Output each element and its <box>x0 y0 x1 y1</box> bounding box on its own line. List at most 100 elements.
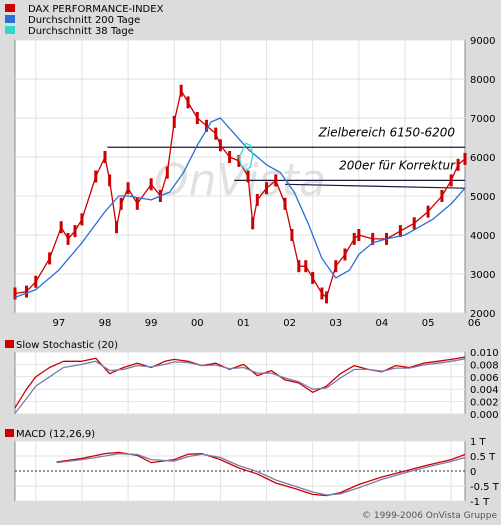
y-tick-label: 5000 <box>470 192 495 203</box>
price-candle <box>135 197 139 210</box>
price-candle <box>80 213 84 226</box>
price-series <box>13 84 467 304</box>
price-candle <box>119 197 123 210</box>
price-candle <box>246 170 250 183</box>
price-candle <box>13 287 17 300</box>
annotation-line <box>284 183 466 189</box>
price-candle <box>297 260 301 273</box>
macd-title: MACD (12,26,9) <box>16 429 95 440</box>
price-candle <box>205 119 209 132</box>
y-tick-label: 7000 <box>470 114 495 125</box>
price-plot-area <box>14 39 466 314</box>
price-candle <box>48 252 52 265</box>
price-candle <box>165 166 169 179</box>
price-candle <box>255 193 259 206</box>
price-candle <box>73 225 77 238</box>
x-tick-label: 04 <box>376 318 389 329</box>
series-line-durchschnitt-200-tage <box>14 117 466 299</box>
y-tick-label: 4000 <box>470 231 495 242</box>
price-candle <box>66 232 70 245</box>
series-line-dax-performance-index <box>14 90 466 299</box>
x-tick-label: 01 <box>237 318 250 329</box>
annotation-label: 200er für Korrektur <box>339 158 456 172</box>
stochastic-title: Slow Stochastic (20) <box>16 340 118 351</box>
price-x-ticks: 97 98 99 00 01 02 03 04 05 06 <box>52 318 480 329</box>
stochastic-series <box>14 356 466 414</box>
price-y-ticks: 2000 3000 4000 5000 6000 7000 8000 9000 <box>470 36 495 320</box>
price-candle <box>283 197 287 210</box>
indicator-line <box>56 452 466 496</box>
price-candle <box>290 229 294 241</box>
copyright: © 1999-2006 OnVista Gruppe <box>362 511 497 521</box>
legend-label-ma38: Durchschnitt 38 Tage <box>28 26 134 37</box>
y-tick-label: 0.002 <box>470 398 499 409</box>
price-candle <box>149 178 153 191</box>
legend-swatch-ma38 <box>5 26 15 34</box>
legend-item-dax: DAX PERFORMANCE-INDEX <box>5 4 164 15</box>
price-candle <box>172 115 176 128</box>
x-tick-label: 97 <box>52 318 65 329</box>
price-candle <box>325 291 329 304</box>
y-tick-label: 2000 <box>470 309 495 320</box>
price-candle <box>214 127 218 140</box>
legend: DAX PERFORMANCE-INDEX Durchschnitt 200 T… <box>5 4 164 37</box>
price-candle <box>218 139 222 152</box>
indicator-line <box>14 356 466 409</box>
price-candle <box>115 221 119 234</box>
price-annotations: Zielbereich 6150-6200 200er für Korrektur <box>107 125 466 189</box>
macd-title-swatch <box>5 429 14 437</box>
y-tick-label: 0.5 T <box>470 452 496 463</box>
y-tick-label: 0.006 <box>470 373 499 384</box>
macd-grid <box>15 440 465 502</box>
macd-y-ticks: -1 T -0.5 T 0 0.5 T 1 T <box>470 437 500 508</box>
price-candle <box>251 217 255 230</box>
price-candle <box>265 182 269 195</box>
price-candle <box>34 275 38 288</box>
y-tick-label: 3000 <box>470 270 495 281</box>
price-candle <box>311 271 315 284</box>
x-tick-label: 99 <box>145 318 158 329</box>
legend-label-dax: DAX PERFORMANCE-INDEX <box>28 4 164 15</box>
price-candle <box>398 225 402 238</box>
price-candle <box>59 221 63 234</box>
price-candle <box>463 152 467 165</box>
legend-swatch-dax <box>5 4 15 12</box>
y-tick-label: -0.5 T <box>470 482 500 493</box>
price-candle <box>274 174 278 187</box>
price-candle <box>94 170 98 183</box>
y-tick-label: 0.004 <box>470 385 499 396</box>
price-candle <box>126 182 130 195</box>
price-candle <box>334 260 338 273</box>
price-candle <box>412 217 416 230</box>
y-tick-label: -1 T <box>470 497 490 508</box>
legend-item-ma38: Durchschnitt 38 Tage <box>5 26 134 37</box>
price-candle <box>237 154 241 167</box>
x-tick-label: 02 <box>283 318 296 329</box>
y-tick-label: 0.000 <box>470 410 499 421</box>
price-candle <box>186 96 190 109</box>
price-candle <box>456 158 460 171</box>
price-candle <box>103 151 107 163</box>
price-candle <box>371 232 375 245</box>
series-line-durchschnitt-38-tage <box>238 142 254 172</box>
legend-swatch-ma200 <box>5 15 15 23</box>
price-candle <box>426 205 430 218</box>
price-candle <box>195 112 199 124</box>
price-candle <box>357 229 361 241</box>
y-tick-label: 1 T <box>470 437 487 448</box>
y-tick-label: 0.010 <box>470 348 499 359</box>
legend-label-ma200: Durchschnitt 200 Tage <box>28 15 140 26</box>
x-tick-label: 03 <box>329 318 342 329</box>
x-tick-label: 00 <box>191 318 204 329</box>
stochastic-grid <box>15 351 465 415</box>
macd-series <box>56 451 466 497</box>
price-candle <box>25 285 29 298</box>
price-candle <box>320 287 324 300</box>
price-candle <box>440 190 444 202</box>
x-tick-label: 05 <box>422 318 435 329</box>
y-tick-label: 6000 <box>470 153 495 164</box>
legend-item-ma200: Durchschnitt 200 Tage <box>5 15 140 26</box>
